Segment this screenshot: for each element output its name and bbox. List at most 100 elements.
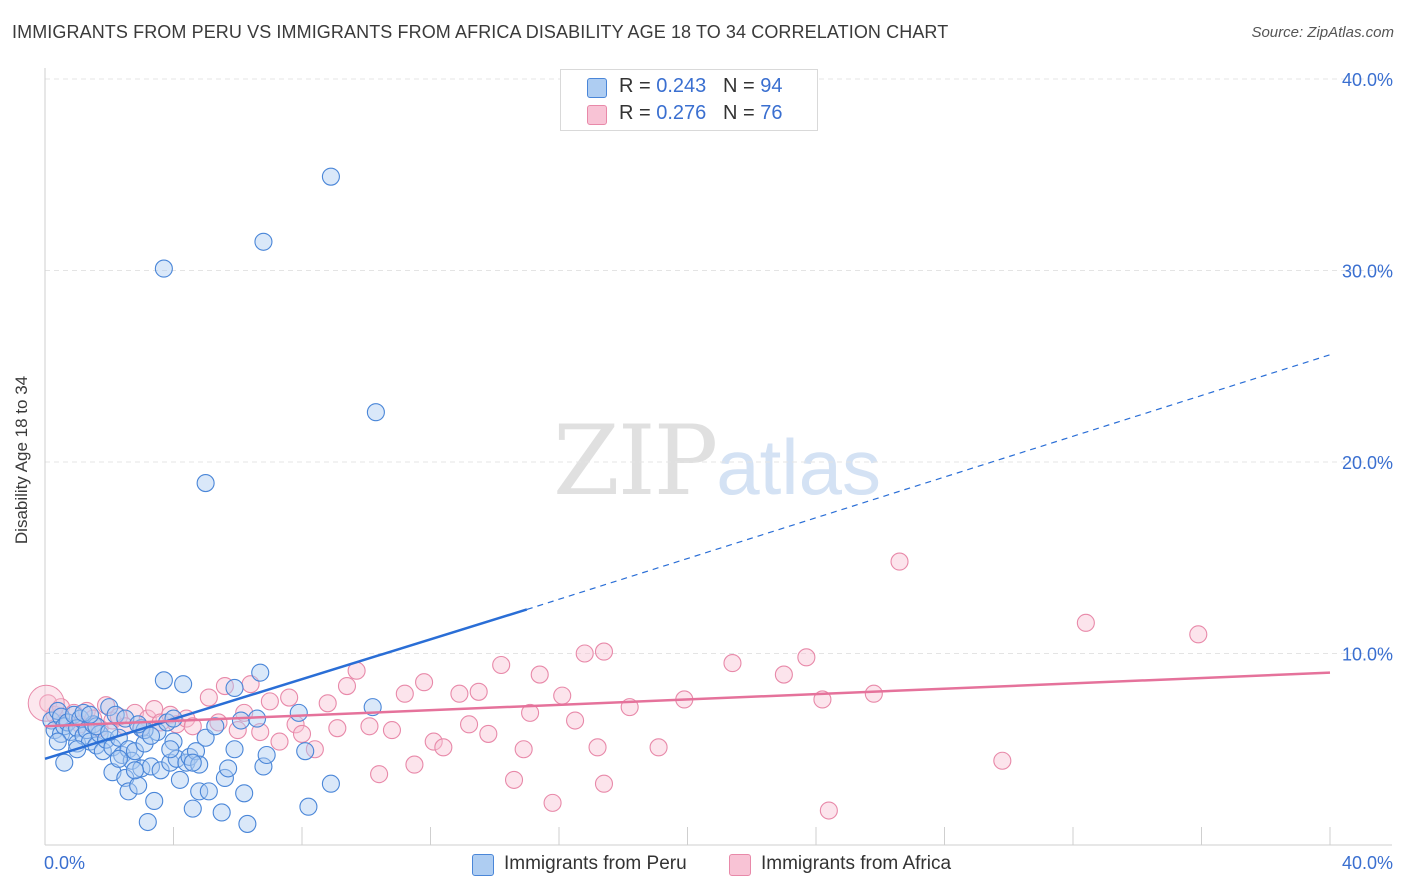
peru-point xyxy=(254,232,273,251)
africa-point xyxy=(566,711,585,730)
peru-point xyxy=(257,745,276,765)
peru-point xyxy=(215,768,234,788)
peru-point xyxy=(74,703,93,722)
peru-point xyxy=(225,740,244,759)
peru-point xyxy=(219,759,238,778)
peru-point xyxy=(212,803,231,822)
peru-point xyxy=(170,770,189,789)
africa-point xyxy=(450,684,469,703)
africa-point xyxy=(434,738,453,757)
africa-point xyxy=(199,688,218,707)
peru-point xyxy=(119,782,138,801)
peru-point xyxy=(135,734,154,753)
africa-point xyxy=(993,751,1012,770)
peru-point xyxy=(238,814,257,833)
africa-point xyxy=(594,642,614,661)
peru-trend-line xyxy=(44,608,528,761)
peru-point xyxy=(151,761,170,780)
tick-labels: 10.0% 20.0% 30.0% 40.0% 0.0% 40.0% xyxy=(44,70,1393,873)
peru-point xyxy=(251,663,270,682)
africa-point xyxy=(514,740,533,759)
africa-point xyxy=(228,721,247,740)
peru-point xyxy=(183,753,202,772)
peru-point xyxy=(161,740,180,759)
africa-point xyxy=(797,648,816,667)
r-value: 0.243 xyxy=(656,75,707,97)
r-label: R = xyxy=(619,75,651,97)
africa-point xyxy=(382,721,402,740)
peru-point xyxy=(299,797,318,816)
peru-point xyxy=(109,749,128,768)
watermark-zip: ZIP xyxy=(553,405,718,517)
source-label: Source: ZipAtlas.com xyxy=(1251,24,1394,41)
africa-point xyxy=(260,692,279,711)
legend-label-africa: Immigrants from Africa xyxy=(761,853,952,874)
africa-point xyxy=(543,793,562,812)
peru-point xyxy=(235,784,254,803)
africa-point xyxy=(424,732,443,751)
peru-point xyxy=(366,403,385,422)
n-label: N = xyxy=(722,75,755,97)
peru-point xyxy=(55,753,74,772)
peru-point xyxy=(145,791,164,811)
africa-point xyxy=(492,655,511,675)
legend-label-peru: Immigrants from Peru xyxy=(504,853,687,874)
n-value: 94 xyxy=(760,75,783,97)
x-tick-label-max: 40.0% xyxy=(1342,853,1393,873)
peru-point xyxy=(154,259,173,278)
africa-point xyxy=(504,770,524,789)
africa-legend-swatch xyxy=(729,854,751,876)
chart-title: IMMIGRANTS FROM PERU VS IMMIGRANTS FROM … xyxy=(12,22,949,42)
africa-point xyxy=(337,677,357,696)
peru-point xyxy=(289,703,308,722)
africa-point xyxy=(530,665,549,684)
legend-row-africa-text: R = 0.276 N = 76 xyxy=(619,102,782,125)
peru-point xyxy=(254,757,273,776)
peru-point xyxy=(321,167,340,186)
peru-point xyxy=(190,755,209,774)
africa-point xyxy=(280,688,299,707)
africa-point xyxy=(415,673,434,692)
africa-point xyxy=(575,644,594,663)
africa-point xyxy=(723,654,742,673)
y-tick-label: 30.0% xyxy=(1342,262,1393,282)
africa-point-cluster xyxy=(27,684,65,722)
africa-point xyxy=(553,686,572,705)
trend-lines xyxy=(44,354,1331,761)
peru-point xyxy=(296,742,315,761)
correlation-legend: R = 0.243 N = 94 R = 0.276 N = 76 xyxy=(560,69,818,131)
y-axis-label-wrap: Disability Age 18 to 34 xyxy=(2,260,42,660)
africa-point xyxy=(1076,613,1095,632)
africa-swatch xyxy=(587,105,607,125)
series-legend: Immigrants from Peru Immigrants from Afr… xyxy=(0,851,1406,879)
africa-point xyxy=(459,715,479,734)
peru-point xyxy=(199,782,218,801)
africa-point xyxy=(360,717,379,736)
africa-point xyxy=(1189,625,1208,644)
africa-point xyxy=(292,724,312,743)
africa-trend-line xyxy=(44,671,1331,728)
africa-point xyxy=(819,801,838,820)
peru-point xyxy=(119,740,138,759)
peru-point xyxy=(174,675,193,694)
peru-point xyxy=(196,474,215,493)
africa-point xyxy=(588,738,607,757)
peru-trend-extension xyxy=(526,354,1331,611)
africa-point xyxy=(96,696,116,715)
africa-point xyxy=(521,703,540,722)
y-tick-label: 20.0% xyxy=(1342,453,1393,473)
africa-point xyxy=(864,684,883,703)
n-label: N = xyxy=(722,102,755,124)
peru-point xyxy=(154,671,173,690)
africa-point xyxy=(318,694,337,713)
axes xyxy=(44,68,1392,846)
x-tick-label-min: 0.0% xyxy=(44,853,85,873)
peru-point xyxy=(100,698,119,717)
peru-point xyxy=(231,711,251,730)
peru-point xyxy=(129,776,148,795)
africa-point xyxy=(405,755,424,774)
africa-point xyxy=(469,682,488,701)
africa-point xyxy=(395,684,414,703)
africa-point xyxy=(328,719,347,738)
